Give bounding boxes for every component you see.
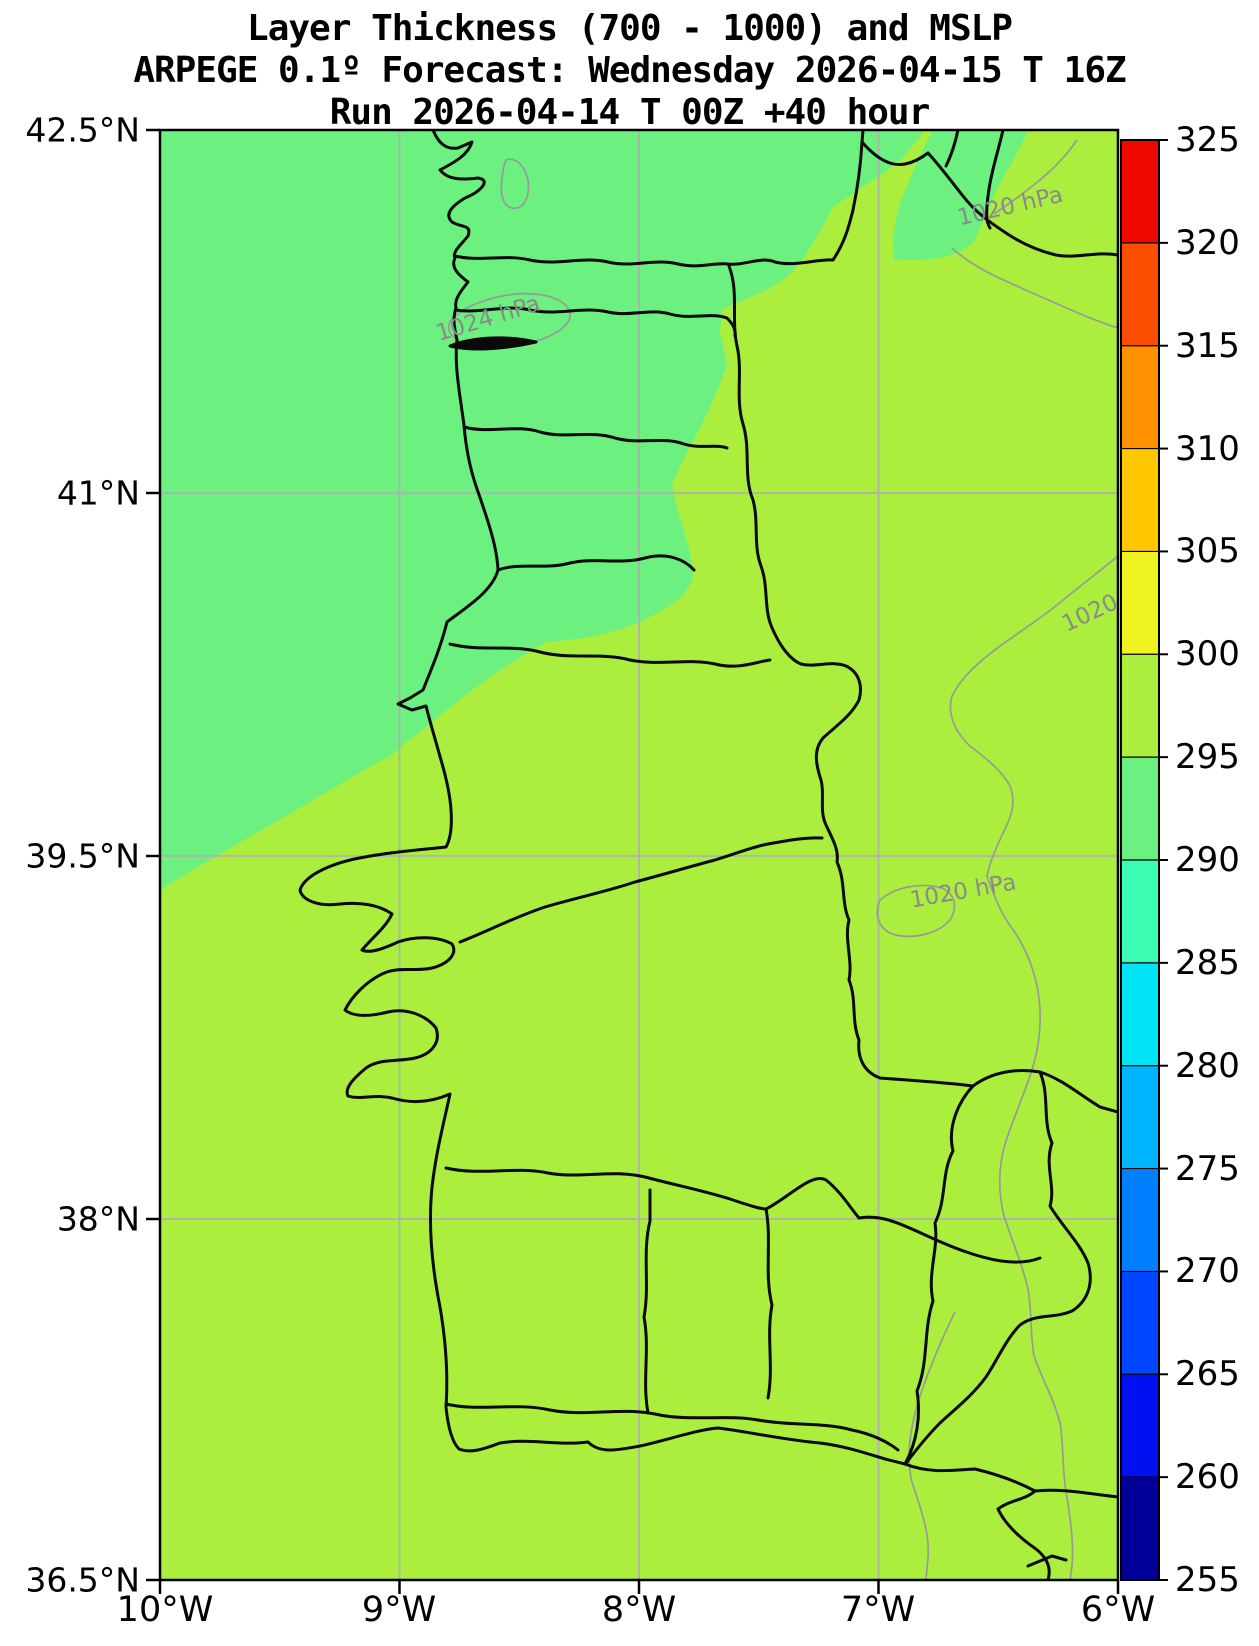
colorbar-tick-label: 295 xyxy=(1175,737,1240,778)
plot-subtitle: ARPEGE 0.1º Forecast: Wednesday 2026-04-… xyxy=(133,50,1126,91)
colorbar-band xyxy=(1121,448,1159,552)
colorbar-band xyxy=(1121,345,1159,450)
colorbar-tick-label: 260 xyxy=(1175,1457,1240,1498)
isobar-lines xyxy=(447,139,1118,1580)
plot-title: Layer Thickness (700 - 1000) and MSLP xyxy=(247,8,1013,49)
x-tick-label: 9°W xyxy=(361,1590,437,1630)
colorbar-tick-label: 255 xyxy=(1175,1560,1240,1600)
colorbar-band xyxy=(1121,1168,1159,1272)
colorbar-band xyxy=(1121,242,1159,347)
colorbar-tick-label: 275 xyxy=(1175,1148,1240,1189)
x-tick-label: 6°W xyxy=(1080,1590,1156,1630)
x-tick-label: 7°W xyxy=(840,1590,916,1630)
y-tick-label: 42.5°N xyxy=(25,110,140,150)
colorbar-band xyxy=(1121,654,1159,758)
border-path xyxy=(903,1069,1118,1466)
colorbar-tick-label: 300 xyxy=(1175,634,1240,675)
colorbar-tick-label: 290 xyxy=(1175,840,1240,880)
colorbar-band xyxy=(1121,962,1159,1067)
axis-ticks xyxy=(146,128,1120,1594)
colorbar-bands xyxy=(1121,140,1159,1581)
x-tick-label: 10°W xyxy=(116,1590,214,1630)
colorbar-tick-label: 285 xyxy=(1175,942,1240,983)
colorbar-band xyxy=(1121,1271,1159,1375)
colorbar-tick-label: 315 xyxy=(1175,325,1240,366)
colorbar-band xyxy=(1121,551,1159,655)
aveiro-lagoon xyxy=(448,336,538,351)
colorbar-frame xyxy=(1120,139,1160,1581)
y-tick-label: 38°N xyxy=(56,1199,140,1239)
x-tick-label: 8°W xyxy=(601,1590,677,1630)
coastline-path xyxy=(298,130,907,1466)
colorbar-band xyxy=(1121,140,1159,244)
colorbar-ticks xyxy=(1121,139,1168,1581)
y-tick-label: 41°N xyxy=(56,473,140,513)
y-tick-label: 36.5°N xyxy=(25,1560,140,1600)
colorbar-tick-label: 280 xyxy=(1175,1045,1240,1086)
colorbar-tick-label: 320 xyxy=(1175,222,1240,263)
colorbar-tick-label: 325 xyxy=(1175,120,1240,160)
colorbar-band xyxy=(1121,1065,1159,1170)
colorbar-tick-label: 270 xyxy=(1175,1251,1240,1292)
colorbar-band xyxy=(1121,860,1159,964)
colorbar-tick-label: 310 xyxy=(1175,428,1240,469)
colorbar-tick-label: 265 xyxy=(1175,1354,1240,1395)
colorbar-band xyxy=(1121,757,1159,861)
plot-run-info: Run 2026-04-14 T 00Z +40 hour xyxy=(329,92,931,133)
colorbar-tick-label: 305 xyxy=(1175,531,1240,572)
colorbar-band xyxy=(1121,1477,1159,1581)
graticule-gridlines xyxy=(160,130,1118,1580)
coastline-and-borders xyxy=(298,130,1118,1580)
y-tick-label: 39.5°N xyxy=(25,836,140,876)
colorbar-band xyxy=(1121,1374,1159,1478)
